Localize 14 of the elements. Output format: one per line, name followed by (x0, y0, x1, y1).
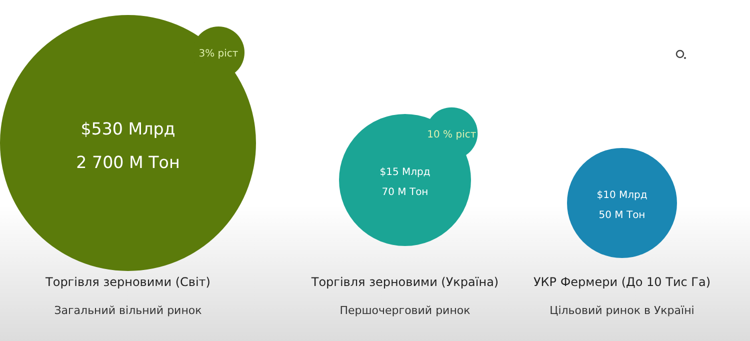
category-label: УКР Фермери (До 10 Тис Га) (533, 275, 711, 289)
category-label: Торгівля зерновими (Україна) (310, 275, 499, 289)
text: Цільовий ринок в Україні (550, 304, 694, 317)
data-label: $10 Млрд (596, 190, 648, 201)
data-label: 50 М Тон (598, 210, 646, 221)
data-label: 10 % ріст (427, 129, 476, 140)
text: Загальний вільний ринок (54, 304, 202, 317)
data-label: 3% ріст (198, 48, 238, 60)
text: Першочерговий ринок (340, 304, 470, 317)
data-label: 2 700 М Тон (76, 152, 180, 172)
data-label: $15 Млрд (380, 167, 430, 178)
data-label: $530 Млрд (80, 120, 176, 139)
data-label: 70 М Тон (382, 187, 428, 198)
category-label: Торгівля зерновими (Світ) (44, 275, 210, 289)
